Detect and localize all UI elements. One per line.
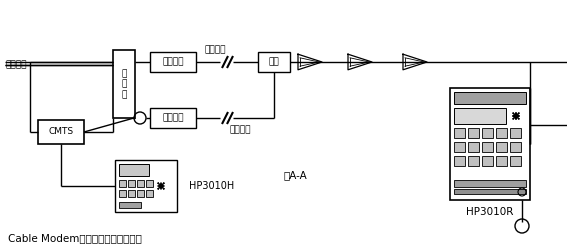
Bar (146, 180, 153, 187)
Bar (119, 164, 149, 176)
Text: 光站: 光站 (269, 58, 280, 66)
Bar (496, 156, 507, 166)
Text: 混
合
器: 混 合 器 (121, 69, 126, 99)
Bar (454, 142, 465, 152)
Text: 图A-A: 图A-A (283, 170, 307, 180)
Bar (454, 92, 526, 104)
Bar (128, 190, 135, 197)
Text: 反向光收: 反向光收 (162, 114, 184, 122)
Text: 正向光发: 正向光发 (162, 58, 184, 66)
Bar (454, 189, 526, 194)
Bar (38, 120, 84, 144)
Bar (510, 142, 521, 152)
Bar (496, 142, 507, 152)
Bar (468, 142, 479, 152)
Text: HP3010R: HP3010R (466, 207, 514, 217)
Bar (119, 202, 141, 208)
Bar (482, 128, 493, 138)
Bar (115, 160, 177, 212)
Text: 反向光纤: 反向光纤 (229, 126, 251, 134)
Bar (137, 190, 144, 197)
Bar (510, 128, 521, 138)
Bar (510, 156, 521, 166)
Bar (119, 180, 126, 187)
Bar (150, 52, 196, 72)
Bar (482, 156, 493, 166)
Bar (450, 88, 530, 200)
Bar (496, 128, 507, 138)
Bar (113, 50, 135, 118)
Text: Cable Modem接入网测量方法示意图: Cable Modem接入网测量方法示意图 (8, 233, 142, 243)
Bar (128, 180, 135, 187)
Bar (468, 128, 479, 138)
Bar (454, 108, 506, 124)
Bar (454, 156, 465, 166)
Bar (119, 190, 126, 197)
Bar (137, 180, 144, 187)
Text: HP3010H: HP3010H (189, 181, 235, 191)
Bar (468, 156, 479, 166)
Bar (258, 52, 290, 72)
Bar (150, 108, 196, 128)
Text: CMTS: CMTS (48, 128, 74, 136)
Bar (146, 190, 153, 197)
Bar (454, 128, 465, 138)
Text: 正向光纤: 正向光纤 (204, 46, 226, 54)
Text: 模拟信号: 模拟信号 (5, 60, 27, 70)
Bar (482, 142, 493, 152)
Bar (454, 180, 526, 187)
